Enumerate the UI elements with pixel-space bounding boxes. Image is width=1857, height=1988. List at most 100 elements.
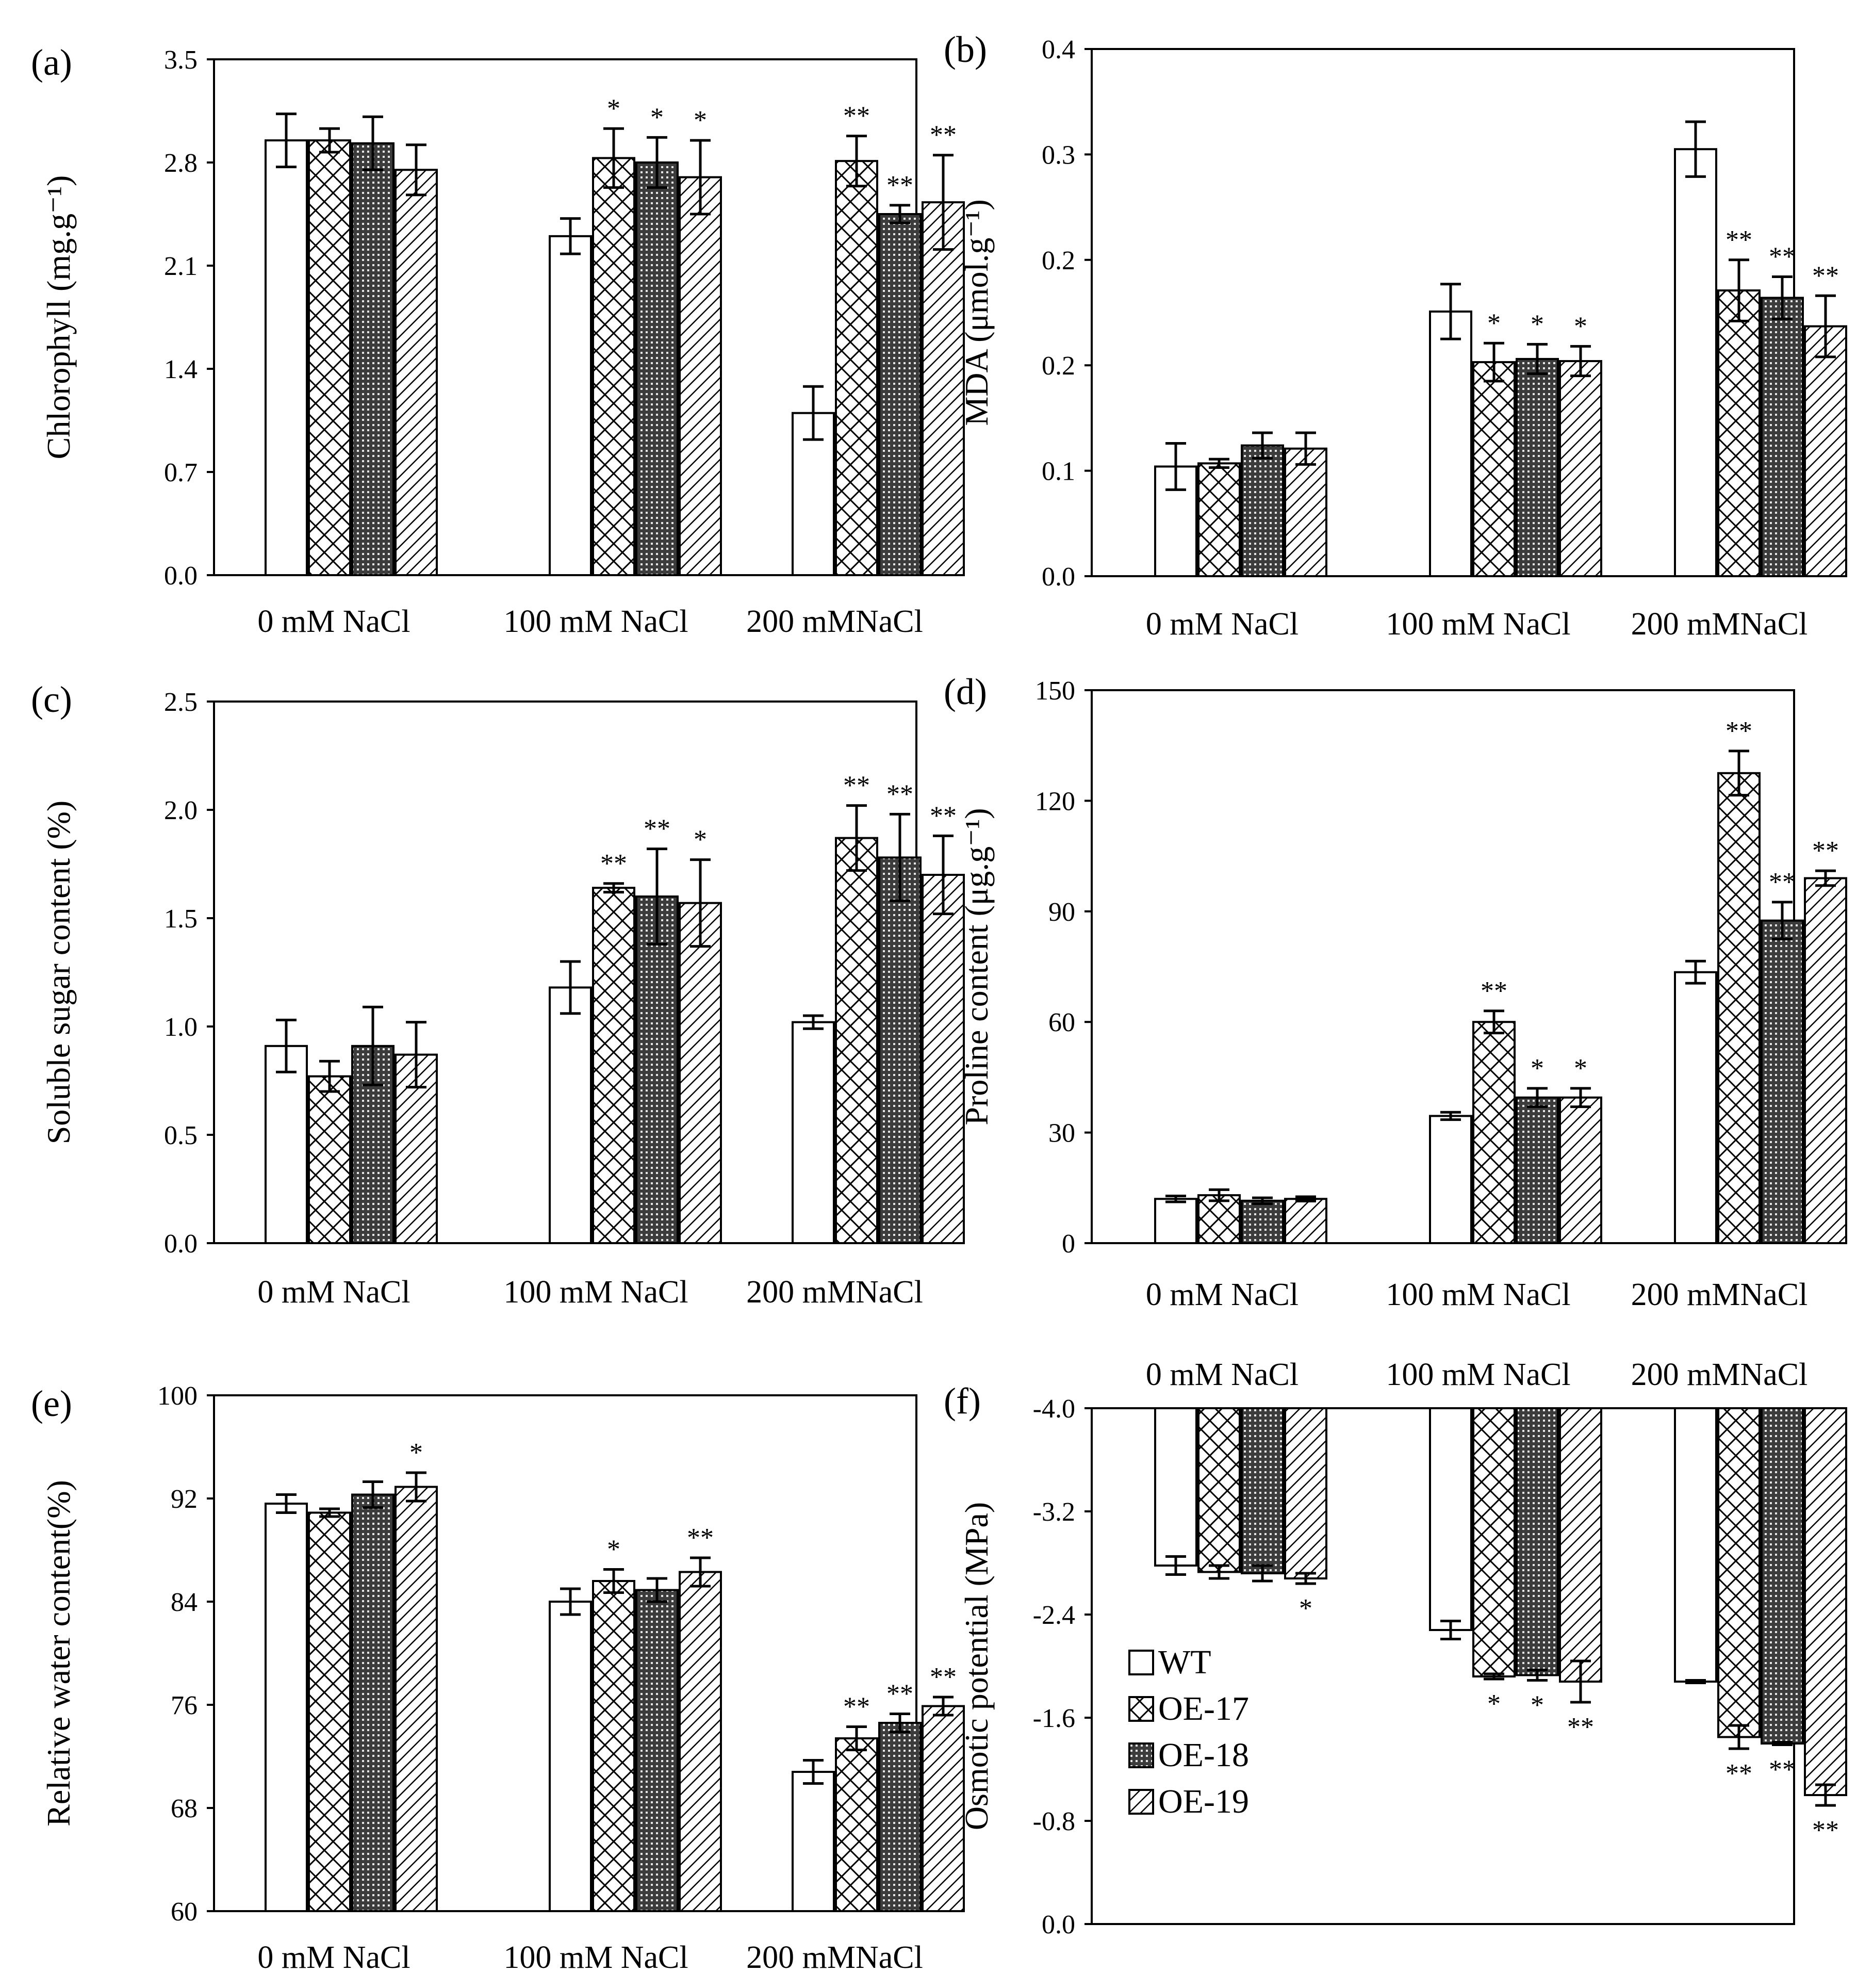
bar-oe-17 bbox=[1472, 1407, 1516, 1677]
y-tick-label: 0.0 bbox=[1042, 1910, 1075, 1940]
y-axis-title: Chlorophyll (mg.g⁻¹) bbox=[40, 175, 77, 460]
category-label: 200 mMNaCl bbox=[1631, 1277, 1808, 1312]
y-tick-label: 0.1 bbox=[1042, 457, 1075, 486]
bar-oe-17 bbox=[1472, 361, 1516, 577]
bar-oe-18 bbox=[878, 213, 922, 576]
legend-swatch-oe-18 bbox=[1128, 1742, 1154, 1768]
significance-marker: * bbox=[1487, 1689, 1501, 1719]
bar-oe-17 bbox=[592, 157, 635, 576]
bar-oe-17 bbox=[1472, 1021, 1516, 1244]
bar-oe-19 bbox=[922, 874, 965, 1244]
y-tick-label: 120 bbox=[1035, 787, 1075, 816]
significance-marker: ** bbox=[1725, 716, 1752, 746]
significance-marker: * bbox=[607, 1535, 620, 1565]
significance-marker: * bbox=[1574, 1054, 1587, 1083]
bar-wt bbox=[792, 1021, 835, 1244]
bar-oe-17 bbox=[835, 1737, 878, 1912]
significance-marker: * bbox=[694, 106, 707, 135]
y-tick-label: -4.0 bbox=[1033, 1394, 1075, 1424]
y-tick-label: 0.7 bbox=[164, 458, 198, 487]
legend-swatch-wt bbox=[1128, 1650, 1154, 1675]
bar-oe-17 bbox=[835, 160, 878, 576]
bar-oe-18 bbox=[1516, 1096, 1559, 1245]
bar-oe-18 bbox=[635, 895, 679, 1244]
bar-oe-19 bbox=[922, 1705, 965, 1912]
bar-oe-19 bbox=[1559, 1407, 1602, 1683]
significance-marker: ** bbox=[843, 771, 870, 801]
bar-oe-19 bbox=[395, 1486, 438, 1912]
y-tick-label: 0.4 bbox=[1042, 35, 1075, 64]
y-axis-title: Relative water content(%) bbox=[40, 1480, 77, 1827]
bar-wt bbox=[1674, 148, 1717, 577]
bar-wt bbox=[265, 139, 308, 576]
chart-panel-d: 0 30 60 90 120 150 Proline content (μg.g⁻¹) (d)… bbox=[944, 671, 1847, 1312]
y-tick-label: 68 bbox=[171, 1794, 198, 1823]
significance-marker: * bbox=[1299, 1594, 1312, 1623]
bar-wt bbox=[265, 1045, 308, 1245]
y-axis-title: Soluble sugar content (%) bbox=[40, 801, 77, 1145]
bar-oe-19 bbox=[1804, 1407, 1847, 1796]
significance-marker: ** bbox=[1812, 261, 1839, 290]
bar-oe-18 bbox=[1516, 1407, 1559, 1676]
bar-oe-19 bbox=[1284, 1198, 1327, 1244]
panel-label: (c) bbox=[31, 679, 72, 720]
y-tick-label: 1.5 bbox=[164, 904, 198, 934]
bar-oe-19 bbox=[395, 169, 438, 576]
significance-marker: * bbox=[1531, 1691, 1544, 1720]
bar-oe-19 bbox=[1559, 1096, 1602, 1245]
bar-wt bbox=[1429, 1407, 1472, 1631]
bar-oe-18 bbox=[635, 161, 679, 576]
y-tick-label: 2.0 bbox=[164, 796, 198, 825]
legend-label: OE-17 bbox=[1158, 1690, 1249, 1728]
bar-oe-18 bbox=[1761, 297, 1804, 577]
bar-oe-18 bbox=[1241, 444, 1284, 577]
y-tick-label: -0.8 bbox=[1033, 1807, 1075, 1836]
significance-marker: ** bbox=[886, 779, 913, 809]
category-label: 100 mM NaCl bbox=[1386, 1357, 1570, 1392]
significance-marker: ** bbox=[930, 1663, 957, 1692]
bar-oe-18 bbox=[635, 1589, 679, 1912]
category-label: 0 mM NaCl bbox=[257, 1940, 410, 1975]
bar-oe-17 bbox=[308, 1075, 351, 1245]
significance-marker: ** bbox=[1769, 1755, 1796, 1785]
significance-marker: * bbox=[409, 1438, 423, 1468]
y-tick-label: -1.6 bbox=[1033, 1704, 1075, 1733]
y-tick-label: 0.5 bbox=[164, 1121, 198, 1150]
y-tick-label: 0.0 bbox=[164, 561, 198, 591]
y-tick-label: -2.4 bbox=[1033, 1601, 1075, 1630]
y-tick-label: 2.8 bbox=[164, 149, 198, 178]
y-axis-title: MDA (μmol.g⁻¹) bbox=[958, 199, 995, 426]
bar-oe-17 bbox=[1197, 1194, 1241, 1244]
significance-marker: ** bbox=[930, 801, 957, 830]
y-tick-label: 90 bbox=[1048, 898, 1075, 927]
bar-oe-18 bbox=[878, 856, 922, 1244]
category-label: 0 mM NaCl bbox=[257, 604, 410, 639]
significance-marker: ** bbox=[930, 121, 957, 150]
y-tick-label: -3.2 bbox=[1033, 1497, 1075, 1527]
bar-wt bbox=[265, 1503, 308, 1912]
bar-oe-17 bbox=[1197, 1407, 1241, 1573]
y-tick-label: 0.3 bbox=[1042, 140, 1075, 170]
y-tick-label: 150 bbox=[1035, 676, 1075, 706]
bar-wt bbox=[1429, 1115, 1472, 1244]
y-tick-label: 0 bbox=[1062, 1229, 1075, 1259]
bar-oe-17 bbox=[592, 887, 635, 1244]
y-tick-label: 30 bbox=[1048, 1119, 1075, 1148]
bar-oe-19 bbox=[679, 1571, 722, 1912]
significance-marker: * bbox=[1574, 312, 1587, 341]
significance-marker: * bbox=[650, 103, 664, 132]
chart-panel-a: 0.0 0.7 1.4 2.1 2.8 3.5 Chlorophyll (mg.g⁻¹) (a… bbox=[31, 42, 965, 639]
y-tick-label: 84 bbox=[171, 1588, 198, 1617]
category-label: 0 mM NaCl bbox=[1146, 1277, 1299, 1312]
bar-oe-18 bbox=[1761, 919, 1804, 1244]
bar-oe-18 bbox=[1516, 357, 1559, 577]
y-tick-label: 60 bbox=[1048, 1008, 1075, 1037]
bar-oe-17 bbox=[1717, 289, 1761, 577]
legend-label: OE-19 bbox=[1158, 1783, 1249, 1820]
category-label: 0 mM NaCl bbox=[257, 1275, 410, 1310]
bar-oe-17 bbox=[1197, 462, 1241, 577]
significance-marker: ** bbox=[600, 849, 627, 878]
bar-oe-18 bbox=[878, 1722, 922, 1912]
category-label: 200 mMNaCl bbox=[1631, 1357, 1808, 1392]
